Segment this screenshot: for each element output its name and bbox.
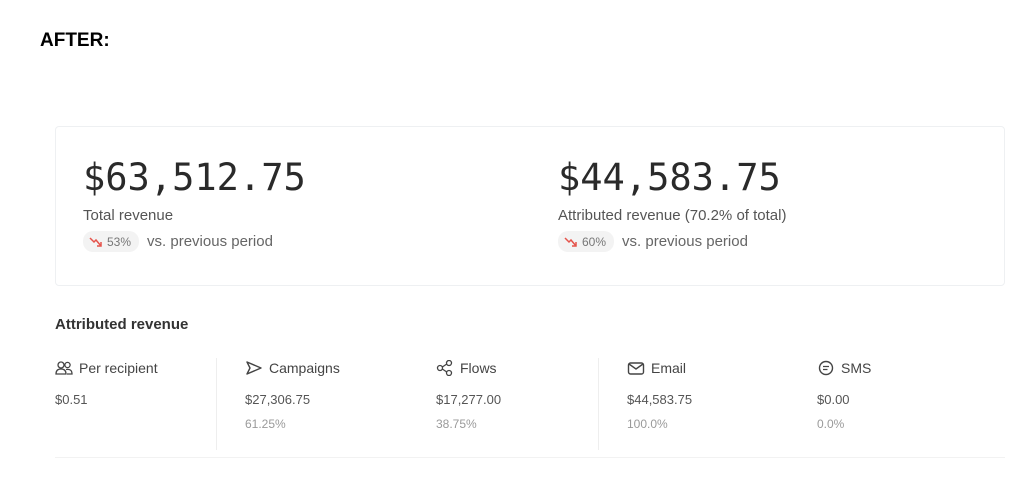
column-header: Per recipient <box>55 358 215 378</box>
trend-down-icon <box>564 236 577 247</box>
per-recipient-column: Per recipient $0.51 <box>55 358 215 450</box>
column-header: Email <box>627 358 788 378</box>
change-percent: 60% <box>582 234 607 249</box>
revenue-summary-card: $63,512.75 Total revenue 53% vs. previou… <box>55 126 1005 286</box>
column-value: $0.51 <box>55 392 88 407</box>
column-percent: 0.0% <box>817 417 845 431</box>
total-revenue-label: Total revenue <box>83 207 174 224</box>
attributed-revenue-label: Attributed revenue (70.2% of total) <box>558 207 787 224</box>
page-heading: AFTER: <box>40 30 110 51</box>
column-value: $17,277.00 <box>436 392 502 407</box>
total-revenue-metric: $63,512.75 Total revenue 53% vs. previou… <box>83 155 306 252</box>
total-revenue-delta: 53% vs. previous period <box>83 231 306 252</box>
attributed-revenue-value: $44,583.75 <box>558 156 781 199</box>
change-percent: 53% <box>107 234 132 249</box>
column-label: Flows <box>460 360 497 376</box>
email-icon <box>627 362 645 375</box>
change-badge: 53% <box>83 231 140 252</box>
column-value: $27,306.75 <box>245 392 311 407</box>
comparison-text: vs. previous period <box>147 233 273 250</box>
sms-column: SMS $0.00 0.0% <box>788 358 978 450</box>
column-value: $44,583.75 <box>627 392 693 407</box>
attributed-revenue-metric: $44,583.75 Attributed revenue (70.2% of … <box>558 155 786 252</box>
attributed-revenue-delta: 60% vs. previous period <box>558 231 786 252</box>
trend-down-icon <box>89 236 102 247</box>
campaigns-column: Campaigns $27,306.75 61.25% <box>216 358 406 450</box>
change-badge: 60% <box>558 231 615 252</box>
column-percent: 61.25% <box>245 417 286 431</box>
flows-column: Flows $17,277.00 38.75% <box>406 358 596 450</box>
column-header: Campaigns <box>245 358 406 378</box>
sms-icon <box>818 360 834 376</box>
email-column: Email $44,583.75 100.0% <box>598 358 788 450</box>
people-icon <box>55 361 73 375</box>
column-label: Email <box>651 360 687 376</box>
column-header: Flows <box>436 358 596 378</box>
comparison-text: vs. previous period <box>622 233 748 250</box>
total-revenue-value: $63,512.75 <box>83 156 306 199</box>
column-label: Campaigns <box>269 360 340 376</box>
column-label: SMS <box>841 360 872 376</box>
column-label: Per recipient <box>79 360 158 376</box>
attributed-breakdown: Per recipient $0.51 Campaigns $27,306.75… <box>55 358 1005 458</box>
column-header: SMS <box>817 358 978 378</box>
column-percent: 100.0% <box>627 417 668 431</box>
flows-icon <box>436 360 453 376</box>
attributed-revenue-title: Attributed revenue <box>55 316 189 333</box>
column-percent: 38.75% <box>436 417 477 431</box>
column-value: $0.00 <box>817 392 850 407</box>
send-icon <box>246 361 262 375</box>
